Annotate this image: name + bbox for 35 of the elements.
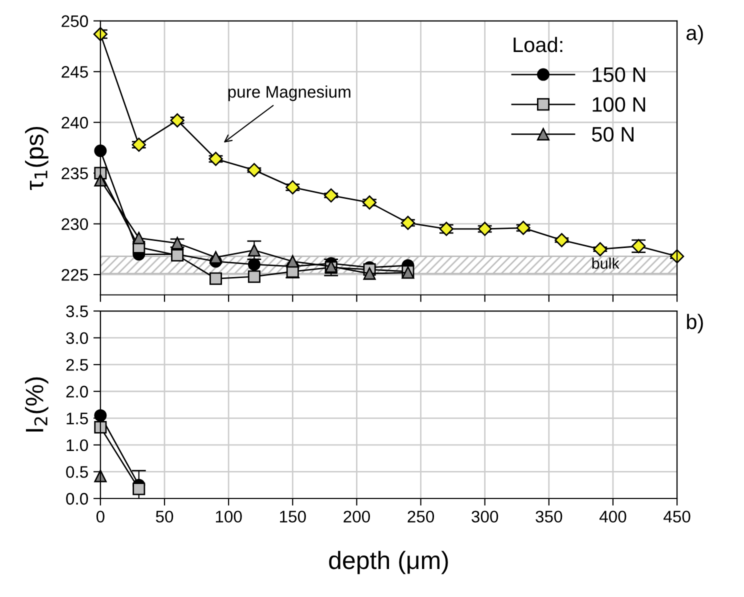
- y-tick-label: 1.0: [66, 439, 88, 452]
- x-tick-label: 450: [664, 510, 690, 523]
- y-tick-label: 245: [62, 66, 88, 78]
- text: b): [687, 314, 703, 334]
- text: a): [686, 25, 703, 44]
- y-tick-label: 0.0: [66, 492, 88, 505]
- y-tick-label: 1.5: [66, 412, 88, 424]
- y-axis-title: τ$_{1}$(ps): [25, 126, 48, 190]
- legend-label: 100 N: [592, 97, 646, 112]
- annotation: pure Magnesium: [228, 86, 350, 102]
- y-tick-label: 3.5: [66, 305, 88, 318]
- y-tick-label: 230: [62, 218, 88, 230]
- y-tick-label: 250: [62, 15, 88, 28]
- band-label: bulk: [592, 258, 620, 269]
- x-tick-label: 50: [156, 510, 174, 523]
- x-tick-label: 350: [536, 510, 562, 523]
- x-tick-label: 0: [96, 510, 104, 523]
- y-tick-label: 2.0: [66, 386, 88, 398]
- legend-label: 50 N: [592, 126, 634, 142]
- x-tick-label: 100: [216, 510, 242, 523]
- y-tick-label: 2.5: [66, 358, 88, 371]
- x-tick-label: 200: [344, 510, 370, 523]
- y-tick-label: 240: [62, 116, 88, 129]
- legend-label: 150 N: [592, 67, 646, 82]
- x-tick-label: 400: [599, 510, 626, 523]
- y-tick-label: 235: [62, 168, 88, 180]
- y-tick-label: 0.5: [66, 466, 88, 478]
- legend-title: Load:: [514, 36, 562, 52]
- y-tick-label: 225: [62, 268, 88, 281]
- x-tick-label: 150: [280, 510, 306, 523]
- y-axis-title: I$_{2}$(%): [25, 377, 48, 432]
- x-tick-label: 250: [408, 510, 434, 523]
- x-tick-label: 300: [472, 510, 498, 523]
- y-tick-label: 3.0: [66, 332, 88, 344]
- x-axis-title: depth (μm): [329, 550, 448, 574]
